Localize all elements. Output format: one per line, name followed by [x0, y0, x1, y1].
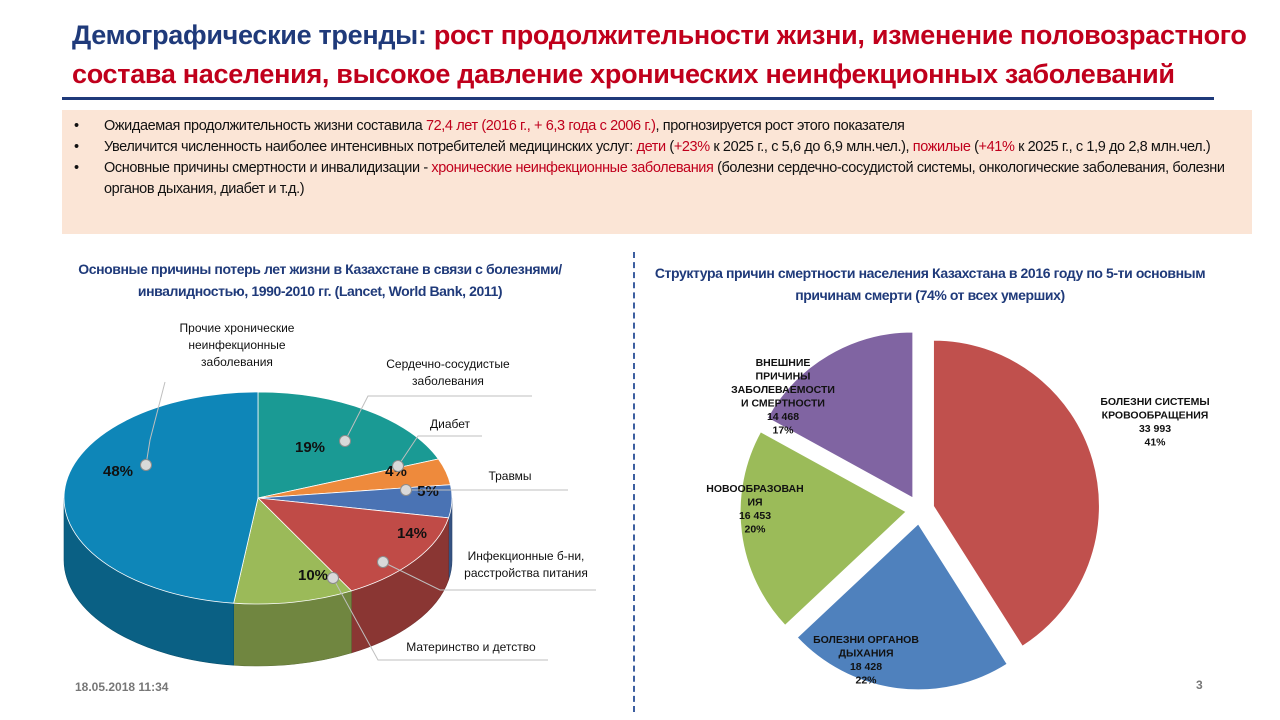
pie-slice [233, 497, 353, 605]
pie-slice [63, 391, 259, 604]
pie-category-label: БОЛЕЗНИ СИСТЕМЫ КРОВООБРАЩЕНИЯ 33 993 41% [1100, 396, 1209, 449]
pie-category-label: ВНЕШНИЕ ПРИЧИНЫ ЗАБОЛЕВАЕМОСТИ И СМЕРТНОСТИ… [731, 357, 835, 437]
pie-slice [739, 431, 907, 627]
pie-slice [796, 523, 1008, 691]
bullet-text: к 2025 г., с 1,9 до 2,8 млн.чел.) [1014, 139, 1211, 155]
leader-line [397, 435, 482, 467]
bullet-text: +23% [673, 139, 710, 155]
pie-category-label: Инфекционные б-ни, расстройства питания [464, 549, 588, 580]
pie-slices [63, 391, 453, 605]
callout-marker [377, 556, 389, 568]
pie-category-label: БОЛЕЗНИ ОРГАНОВ ДЫХАНИЯ 18 428 22% [813, 634, 919, 687]
pie-value-label: 14% [397, 525, 427, 542]
bullet-text: ( [970, 139, 979, 155]
pie-category-label: Прочие хронические неинфекционные заболева… [180, 321, 295, 369]
bullet-item: Ожидаемая продолжительность жизни состав… [74, 116, 1236, 137]
pie-value-label: 48% [103, 463, 133, 480]
page-title-part2: рост продолжительности жизни, изменение … [72, 20, 1247, 89]
bullet-text: к 2025 г., с 5,6 до 6,9 млн.чел.), [709, 139, 913, 155]
pie-value-label: 5% [417, 483, 439, 500]
bullet-text: (болезни сердечно-сосудистой системы, он… [104, 160, 1225, 197]
bullet-text: ( [665, 139, 674, 155]
leader-line [382, 561, 596, 591]
pie-value-label: 10% [298, 567, 328, 584]
pie-category-label: Травмы [488, 469, 531, 483]
title-underline [62, 97, 1214, 100]
bullet-text: +41% [978, 139, 1015, 155]
callout-marker [400, 484, 412, 496]
pie-labels: БОЛЕЗНИ СИСТЕМЫ КРОВООБРАЩЕНИЯ 33 993 41% БО… [706, 357, 1209, 687]
page-number: 3 [1196, 678, 1203, 692]
bullet-item: Увеличится численность наиболее интенсив… [74, 137, 1236, 158]
pie-slice [766, 331, 914, 499]
bullet-text: 72,4 лет (2016 г., + 6,3 года с 2006 г.) [425, 118, 656, 134]
bullet-text: Увеличится численность наиболее интенсив… [104, 139, 637, 155]
bullet-text: Ожидаемая продолжительность жизни состав… [104, 118, 426, 134]
footer-date: 18.05.2018 11:34 [75, 680, 169, 694]
bullet-text: , прогнозируется рост этого показателя [655, 118, 905, 134]
page-title: Демографические тренды: рост продолжител… [72, 16, 1262, 94]
left-chart-title: Основные причины потерь лет жизни в Каза… [78, 261, 562, 299]
bullet-list: Ожидаемая продолжительность жизни состав… [74, 116, 1236, 200]
pie-value-label: 19% [295, 439, 325, 456]
pie-category-label: Сердечно-сосудистые заболевания [386, 357, 510, 388]
callout-marker [392, 460, 404, 472]
callout-marker [327, 572, 339, 584]
bullet-text: пожилые [912, 139, 971, 155]
callout-marker [339, 435, 351, 447]
bullet-text: Основные причины смертности и инвалидиза… [104, 160, 432, 176]
pie-slice [932, 339, 1100, 647]
pie-slice [256, 497, 450, 592]
pie-callouts: Сердечно-сосудистые заболевания Диабет Трав… [140, 321, 596, 661]
chart-divider [633, 252, 635, 712]
bullet-text: дети [636, 139, 667, 155]
info-box: Ожидаемая продолжительность жизни состав… [62, 110, 1252, 234]
leader-line [344, 395, 532, 442]
pie-category-label: Материнство и детство [406, 640, 536, 654]
leader-line [332, 577, 548, 661]
pie-category-label: НОВООБРАЗОВАН ИЯ 16 453 20% [706, 483, 803, 536]
callout-marker [140, 459, 152, 471]
bullet-text: хронические неинфекционные заболевания [431, 160, 714, 176]
bullet-item: Основные причины смертности и инвалидиза… [74, 158, 1236, 200]
pie-slices [739, 331, 1100, 691]
right-chart-title: Структура причин смертности населения Ка… [654, 265, 1206, 303]
leader-line [145, 381, 166, 466]
page-title-part1: Демографические тренды: [72, 20, 434, 50]
pie-category-label: Диабет [430, 417, 471, 431]
